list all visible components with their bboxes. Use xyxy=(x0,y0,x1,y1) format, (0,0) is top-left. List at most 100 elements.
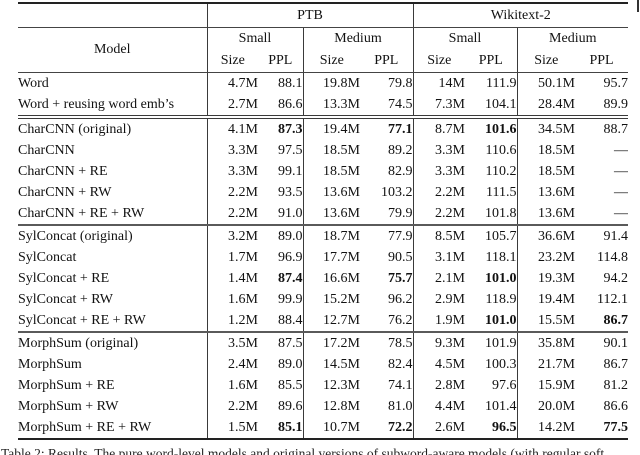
table-row: SylConcat + RE 1.4M 87.4 16.6M 75.7 2.1M 101.0… xyxy=(18,268,628,289)
model-name: Word + reusing word emb’s xyxy=(18,94,207,119)
table-row: CharCNN + RE + RW 2.2M 91.0 13.6M 79.9 2.2M 10… xyxy=(18,203,629,226)
ppl-value: 111.5 xyxy=(486,184,517,200)
size-value: 15.9M xyxy=(516,375,575,396)
size-value: 9.3M xyxy=(412,332,465,354)
size-value: 12.7M xyxy=(302,310,360,333)
col-header-size: Size xyxy=(206,49,258,73)
size-value: 3.3M xyxy=(412,161,465,182)
size-value: 1.5M xyxy=(206,417,258,439)
col-header-size: Size xyxy=(412,49,465,73)
ppl-value: 99.9 xyxy=(278,291,303,307)
size-value: 2.2M xyxy=(206,203,258,226)
table-row: SylConcat + RW 1.6M 99.9 15.2M 96.2 2.9M 118.9… xyxy=(18,289,628,310)
ppl-value: 77.1 xyxy=(388,121,413,137)
model-name: CharCNN (original) xyxy=(18,121,132,137)
model-name: SylConcat + RE + RW xyxy=(18,310,207,333)
ppl-value: 77.9 xyxy=(388,228,413,244)
model-name: SylConcat xyxy=(18,249,77,265)
table-caption: Table 2: Results. The pure word-level mo… xyxy=(1,446,605,455)
col-header-ppl: PPL xyxy=(360,49,413,73)
size-value: 2.2M xyxy=(206,182,258,203)
ppl-value: 104.1 xyxy=(465,94,517,119)
col-group-ptb-small: Small xyxy=(206,27,303,49)
size-value: 20.0M xyxy=(516,396,575,417)
ppl-value: 75.7 xyxy=(388,270,413,286)
model-name: MorphSum + RW xyxy=(18,398,119,414)
metric-header-row: Size PPL Size PPL Size PPL Size PPL xyxy=(18,49,629,73)
size-value: 18.5M xyxy=(516,140,575,161)
model-name: SylConcat + RE xyxy=(18,270,110,286)
size-value: 15.5M xyxy=(516,310,575,333)
size-value: 4.4M xyxy=(412,396,465,417)
ppl-value: 118.1 xyxy=(485,249,517,265)
size-value: 50.1M xyxy=(516,72,575,94)
ppl-value: 82.9 xyxy=(388,163,413,179)
table-row: CharCNN + RW 2.2M 93.5 13.6M 103.2 2.2M 111.5 1… xyxy=(18,182,628,203)
table-row: MorphSum + RE 1.6M 85.5 12.3M 74.1 2.8M 97.6 15… xyxy=(18,375,628,396)
size-value: 34.5M xyxy=(516,117,575,140)
col-group-wikitext2: Wikitext-2 xyxy=(412,3,629,28)
size-value: 1.6M xyxy=(206,289,258,310)
ppl-value: 114.8 xyxy=(597,249,629,265)
size-value: 18.5M xyxy=(302,140,360,161)
ppl-value: 89.0 xyxy=(278,356,303,372)
size-value: 2.9M xyxy=(412,289,465,310)
size-value: 3.3M xyxy=(206,140,258,161)
ppl-value: 79.9 xyxy=(360,203,413,226)
size-value: 7.3M xyxy=(412,94,465,119)
ppl-value: 87.4 xyxy=(278,270,303,286)
ppl-value: 87.5 xyxy=(278,335,303,351)
ppl-value: 101.6 xyxy=(485,121,517,137)
table-row: Word + reusing word emb’s 2.7M 86.6 13.3M 74… xyxy=(18,94,629,119)
ppl-value: 91.4 xyxy=(603,228,629,244)
size-value: 1.9M xyxy=(412,310,465,333)
ppl-value: 74.1 xyxy=(388,377,413,393)
table-row: SylConcat 1.7M 96.9 17.7M 90.5 3.1M 118.1 23.2M… xyxy=(18,247,628,268)
ppl-value: 93.5 xyxy=(278,184,303,200)
ppl-value: 89.6 xyxy=(278,398,303,414)
table-row: CharCNN 3.3M 97.5 18.5M 89.2 3.3M 110.6 18.5M — xyxy=(18,140,628,161)
table-row: SylConcat + RE + RW 1.2M 88.4 12.7M 76.2 1.9M… xyxy=(18,310,629,333)
size-group-header-row: Model Small Medium Small Medium xyxy=(18,27,629,73)
ppl-value: 112.1 xyxy=(597,291,629,307)
size-value: 23.2M xyxy=(516,247,575,268)
table-body: Word 4.7M 88.1 19.8M 79.8 14M 111.9 50.1M 95.7 Wo… xyxy=(18,72,629,439)
size-value: 3.3M xyxy=(412,140,465,161)
ppl-value: 101.8 xyxy=(465,203,517,226)
size-value: 17.2M xyxy=(302,332,360,354)
table-row: MorphSum 2.4M 89.0 14.5M 82.4 4.5M 100.3 21.7M 8… xyxy=(18,354,628,375)
col-header-ppl: PPL xyxy=(465,49,517,73)
ppl-value: 91.0 xyxy=(258,203,303,226)
ppl-value: 88.4 xyxy=(258,310,303,333)
size-value: 8.7M xyxy=(412,117,465,140)
ppl-value: 85.1 xyxy=(278,419,303,435)
ppl-value: — xyxy=(614,163,629,179)
size-value: 2.2M xyxy=(206,396,258,417)
table-row: SylConcat (original) 3.2M 89.0 18.7M 77.9 8.5… xyxy=(18,225,628,247)
size-value: 19.4M xyxy=(302,117,360,140)
size-value: 3.3M xyxy=(206,161,258,182)
size-value: 18.5M xyxy=(516,161,575,182)
ppl-value: 99.1 xyxy=(278,163,303,179)
ppl-value: 101.9 xyxy=(485,335,517,351)
size-value: 3.2M xyxy=(206,225,258,247)
table-row: Word 4.7M 88.1 19.8M 79.8 14M 111.9 50.1M 95.7 xyxy=(18,72,628,94)
ppl-value: 72.2 xyxy=(388,419,413,435)
size-value: 18.7M xyxy=(302,225,360,247)
size-value: 14.2M xyxy=(516,417,575,439)
size-value: 13.6M xyxy=(516,182,575,203)
ppl-value: 105.7 xyxy=(485,228,517,244)
size-value: 13.6M xyxy=(302,182,360,203)
model-name: SylConcat (original) xyxy=(18,228,133,244)
ppl-value: 86.7 xyxy=(603,356,629,372)
model-name: MorphSum (original) xyxy=(18,335,139,351)
ppl-value: 97.5 xyxy=(278,142,303,158)
ppl-value: 86.6 xyxy=(258,94,303,119)
model-name: CharCNN xyxy=(18,142,75,158)
size-value: 1.4M xyxy=(206,268,258,289)
ppl-value: 101.0 xyxy=(485,270,517,286)
table-row: MorphSum + RE + RW 1.5M 85.1 10.7M 72.2 2.6M 9… xyxy=(18,417,628,439)
ppl-value: 85.5 xyxy=(278,377,303,393)
size-value: 15.2M xyxy=(302,289,360,310)
